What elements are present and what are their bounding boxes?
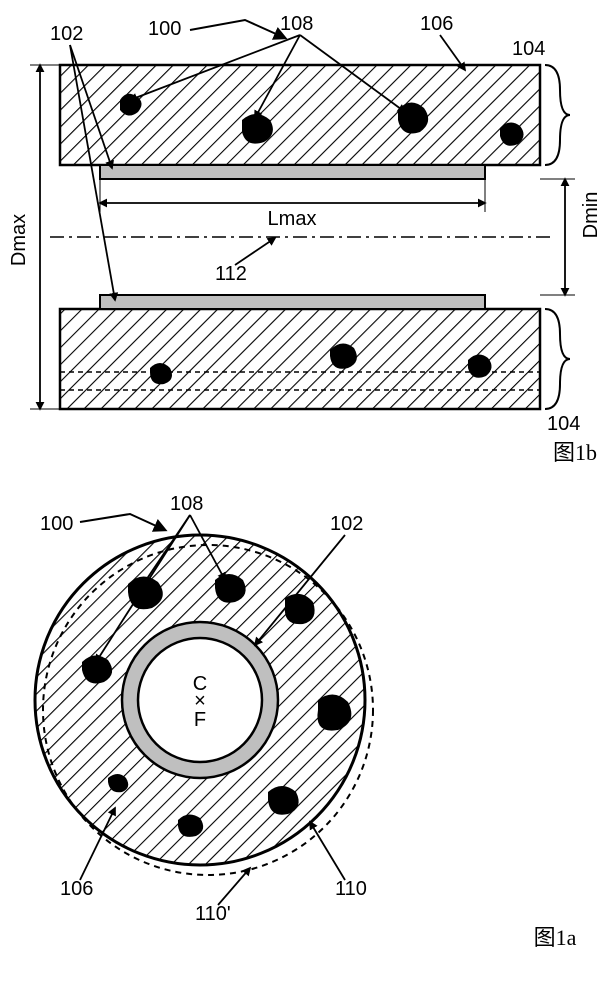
ref-100-side: 100 (148, 18, 181, 40)
ref-110-front: 110 (335, 878, 367, 900)
ref-102-side: 102 (50, 23, 83, 45)
caption-1a: 图1a (534, 925, 577, 950)
caption-1b: 图1b (553, 440, 597, 465)
ref-108-side: 108 (280, 13, 313, 35)
ref-110p-front: 110' (195, 903, 231, 925)
ref-106-front: 106 (60, 878, 93, 900)
ref-102-front: 102 (330, 513, 363, 535)
front-view: C × F 100 102 108 106 110 (35, 493, 577, 950)
ref-112: 112 (215, 263, 247, 285)
dmax-label: Dmax (8, 214, 30, 266)
ref-104-top: 104 (512, 38, 545, 60)
bottom-liner (100, 295, 485, 309)
ref-108-front: 108 (170, 493, 203, 515)
dmin-label: Dmin (580, 192, 602, 239)
lmax-label: Lmax (268, 208, 317, 230)
side-view: 100 102 108 106 104 104 Dmin Dmax (8, 13, 602, 465)
top-liner (100, 165, 485, 179)
ref-100-front: 100 (40, 513, 73, 535)
ref-106-side: 106 (420, 13, 453, 35)
center-f: F (194, 709, 206, 731)
bottom-wall (60, 309, 540, 409)
ref-104-bottom: 104 (547, 413, 580, 435)
